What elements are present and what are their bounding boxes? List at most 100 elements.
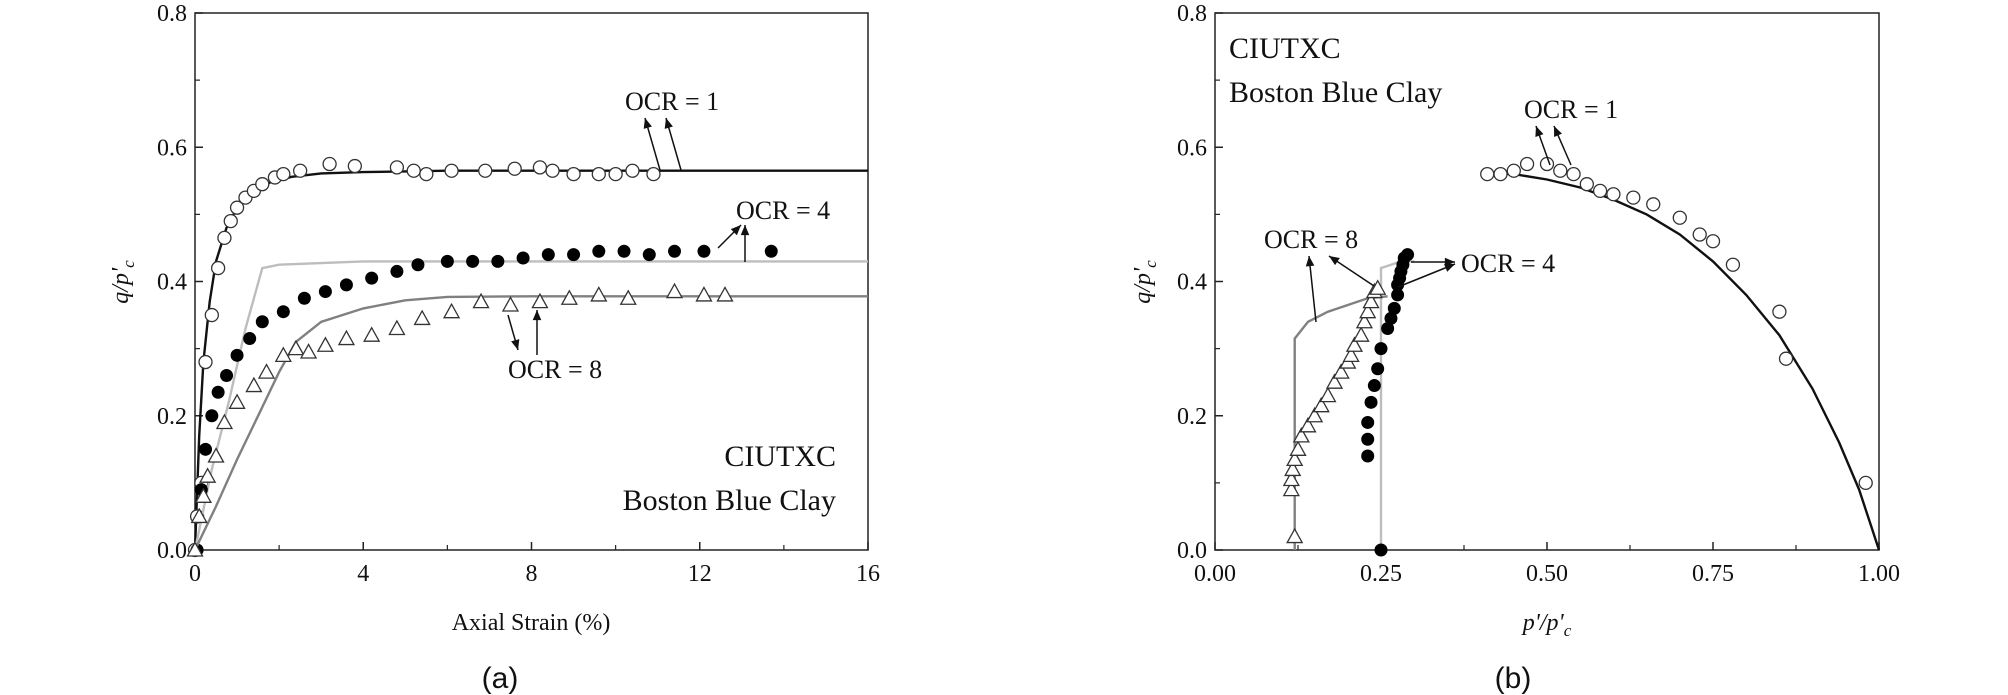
y-tick-label-a: 0.0: [157, 538, 187, 564]
data-point-open-triangle: [194, 487, 213, 503]
data-point-open-triangle: [1369, 279, 1387, 295]
data-point-filled-circle: [697, 244, 711, 258]
data-point-filled-circle: [1374, 543, 1388, 557]
x-tick-label-a: 0: [189, 561, 201, 587]
data-point-open-circle: [1493, 166, 1508, 182]
data-point-open-circle: [1506, 163, 1521, 178]
data-point-open-triangle: [245, 376, 263, 393]
simulation-line-a-2: [193, 260, 868, 551]
data-point-open-circle: [1553, 163, 1568, 178]
simulation-line-b-4: [1293, 295, 1388, 550]
data-point-open-triangle: [337, 329, 356, 346]
data-point-open-triangle: [1332, 363, 1350, 379]
x-tick-label-b: 0.00: [1194, 561, 1236, 587]
data-point-filled-circle: [1361, 449, 1375, 463]
arrow-head: [532, 310, 542, 321]
data-point-open-triangle: [1312, 396, 1330, 413]
data-point-open-circle: [1626, 190, 1641, 205]
data-point-open-circle: [1858, 475, 1873, 491]
data-point-open-circle: [210, 260, 226, 276]
data-point-open-triangle: [274, 346, 292, 362]
data-point-open-triangle: [1289, 440, 1307, 456]
data-point-open-circle: [1579, 177, 1594, 192]
data-point-open-circle: [322, 156, 337, 172]
data-point-open-triangle: [1319, 386, 1337, 403]
y-tick-label-b: 0.6: [1177, 135, 1207, 161]
data-point-open-triangle: [501, 296, 520, 312]
arrow-head: [1329, 256, 1340, 266]
data-point-open-triangle: [199, 467, 217, 483]
arrow-head: [664, 118, 673, 129]
data-point-open-triangle: [316, 336, 334, 352]
box-text-a-line2: Boston Blue Clay: [623, 484, 836, 517]
data-point-open-triangle: [665, 282, 684, 299]
data-point-open-circle: [419, 166, 434, 182]
data-point-open-triangle: [716, 286, 734, 302]
data-point-open-triangle: [363, 326, 381, 342]
data-point-open-triangle: [442, 302, 461, 319]
data-point-open-triangle: [388, 319, 406, 336]
arrow-head: [730, 225, 741, 236]
data-point-filled-circle: [411, 258, 425, 272]
panel-b: 0.00 0.25 0.50 0.75 1.00 0.0 0.2 0.4 0.6 0.8 OCR …: [1130, 1, 1900, 695]
data-point-open-circle: [204, 307, 219, 323]
y-tick-label-a: 0.2: [157, 404, 187, 430]
data-point-open-triangle: [1355, 312, 1374, 329]
data-point-open-circle: [1480, 166, 1495, 182]
data-point-filled-circle: [339, 278, 353, 292]
data-point-open-circle: [1705, 234, 1721, 249]
data-point-open-circle: [255, 177, 270, 192]
data-point-open-triangle: [695, 286, 713, 302]
data-point-open-triangle: [1299, 416, 1317, 433]
data-point-open-circle: [217, 230, 232, 246]
x-tick-label-b: 0.75: [1692, 561, 1734, 587]
caption-a: (a): [482, 662, 519, 695]
data-point-open-circle: [625, 163, 640, 178]
data-point-filled-circle: [1364, 395, 1378, 409]
data-point-open-circle: [1519, 156, 1535, 172]
data-point-open-circle: [532, 160, 548, 175]
data-point-open-triangle: [299, 343, 318, 359]
data-point-filled-circle: [1384, 311, 1398, 325]
data-point-open-circle: [507, 161, 522, 176]
data-point-open-circle: [566, 166, 581, 182]
data-point-filled-circle: [642, 248, 656, 262]
arrow-head: [1305, 256, 1315, 267]
data-point-filled-circle: [230, 348, 244, 362]
data-point-open-triangle: [186, 541, 204, 557]
data-point-filled-circle: [276, 305, 290, 319]
data-point-open-circle: [406, 163, 421, 178]
data-point-open-circle: [608, 166, 623, 182]
data-point-open-triangle: [472, 292, 490, 309]
data-point-open-triangle: [1325, 373, 1344, 389]
data-point-open-triangle: [1292, 427, 1310, 443]
data-point-open-circle: [1778, 351, 1794, 366]
y-axis-label-b: q/p'c: [1130, 260, 1160, 304]
data-point-filled-circle: [220, 368, 234, 382]
data-point-open-circle: [1725, 257, 1741, 272]
data-point-open-triangle: [257, 363, 276, 379]
data-point-open-triangle: [287, 339, 305, 356]
data-point-filled-circle: [466, 254, 480, 268]
data-point-open-circle: [1606, 187, 1621, 202]
y-tick-label-b: 0.4: [1177, 270, 1207, 296]
box-text-a-line1: CIUTXC: [724, 440, 836, 473]
data-point-filled-circle: [199, 442, 213, 456]
data-point-open-triangle: [560, 289, 578, 305]
arrow-head: [511, 339, 520, 350]
x-tick-label-b: 0.25: [1360, 561, 1402, 587]
x-tick-label-b: 1.00: [1858, 561, 1900, 587]
arrow-head: [1535, 126, 1544, 137]
ocr-annotation: OCR = 8: [1264, 225, 1358, 254]
data-point-open-triangle: [1305, 406, 1324, 423]
data-point-open-triangle: [215, 413, 234, 430]
data-point-open-circle: [1539, 156, 1555, 172]
ocr-annotation: OCR = 8: [508, 355, 602, 384]
annotations-b: OCR = 1 OCR = 8 OCR = 4: [1264, 95, 1618, 323]
data-point-filled-circle: [211, 385, 225, 399]
data-point-filled-circle: [1361, 432, 1375, 446]
data-point-open-circle: [478, 163, 493, 178]
data-point-open-triangle: [1282, 470, 1300, 487]
data-point-filled-circle: [1381, 321, 1395, 335]
data-point-filled-circle: [1361, 415, 1375, 429]
